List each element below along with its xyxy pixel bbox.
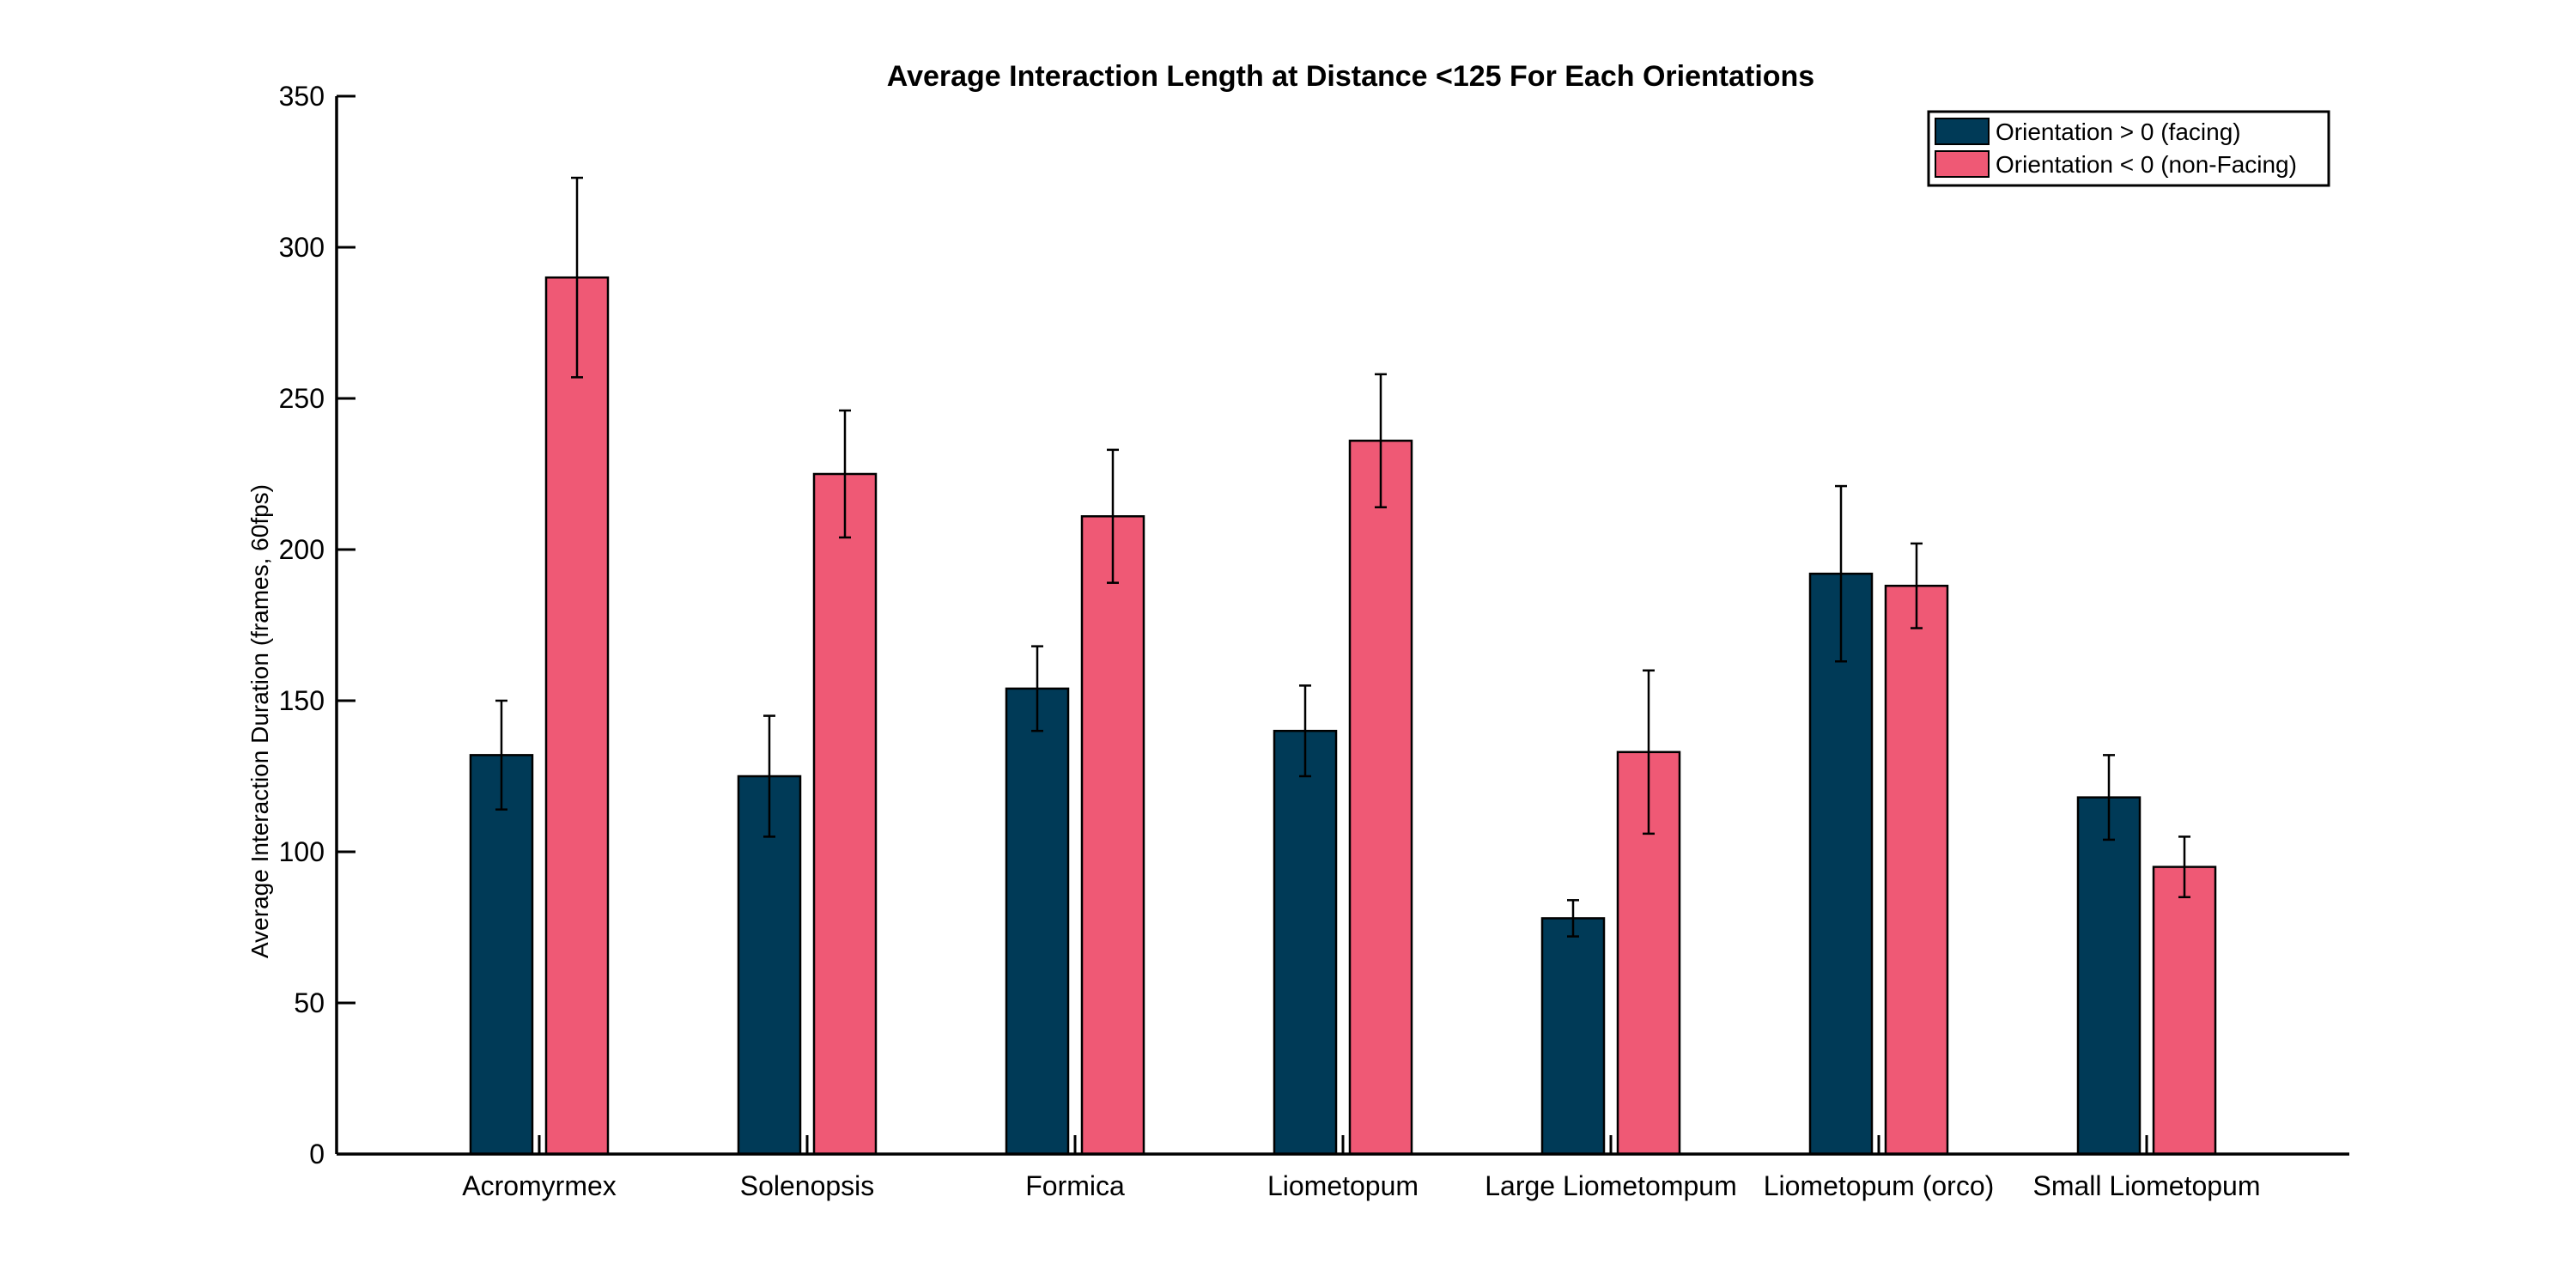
bar [1005, 687, 1070, 1156]
bar [2152, 866, 2217, 1156]
bar [1808, 572, 1874, 1156]
legend-box [1927, 110, 2330, 187]
y-tick-label: 0 [309, 1139, 325, 1170]
y-tick-label: 50 [294, 987, 325, 1018]
legend-swatch [1935, 118, 1990, 145]
y-tick-label: 300 [279, 232, 325, 263]
x-tick-label: Solenopsis [740, 1170, 875, 1201]
x-tick-label: Large Liometompum [1485, 1170, 1736, 1201]
legend-label: Orientation < 0 (non-Facing) [1996, 151, 2297, 178]
y-tick-label: 150 [279, 685, 325, 716]
y-tick-label: 200 [279, 534, 325, 565]
x-tick-label: Formica [1025, 1170, 1125, 1201]
y-axis-label: Average Interaction Duration (frames, 60… [246, 484, 273, 958]
plot-area: 0 50 100 150 200 250 300 350 Acromyrmex Solenopsi… [279, 81, 2349, 1201]
x-tick-label: Liometopum (orco) [1764, 1170, 1995, 1201]
bar [1080, 515, 1145, 1156]
y-tick-label: 350 [279, 81, 325, 112]
bar [1540, 917, 1606, 1156]
legend: Orientation > 0 (facing) Orientation < 0 … [1927, 110, 2330, 187]
bar [1884, 584, 1949, 1156]
y-tick-label: 250 [279, 383, 325, 414]
y-tick-label: 100 [279, 836, 325, 867]
legend-label: Orientation > 0 (facing) [1996, 118, 2241, 145]
bar [1348, 440, 1413, 1156]
chart-title: Average Interaction Length at Distance <… [887, 60, 1814, 93]
x-tick-label: Small Liometopum [2033, 1170, 2261, 1201]
legend-swatch [1935, 150, 1990, 178]
x-tick-label: Acromyrmex [462, 1170, 617, 1201]
bar [544, 276, 610, 1156]
bar [1273, 729, 1338, 1156]
bar [469, 754, 534, 1156]
bar [812, 472, 878, 1156]
bar [2076, 796, 2142, 1156]
x-tick-label: Liometopum [1267, 1170, 1419, 1201]
